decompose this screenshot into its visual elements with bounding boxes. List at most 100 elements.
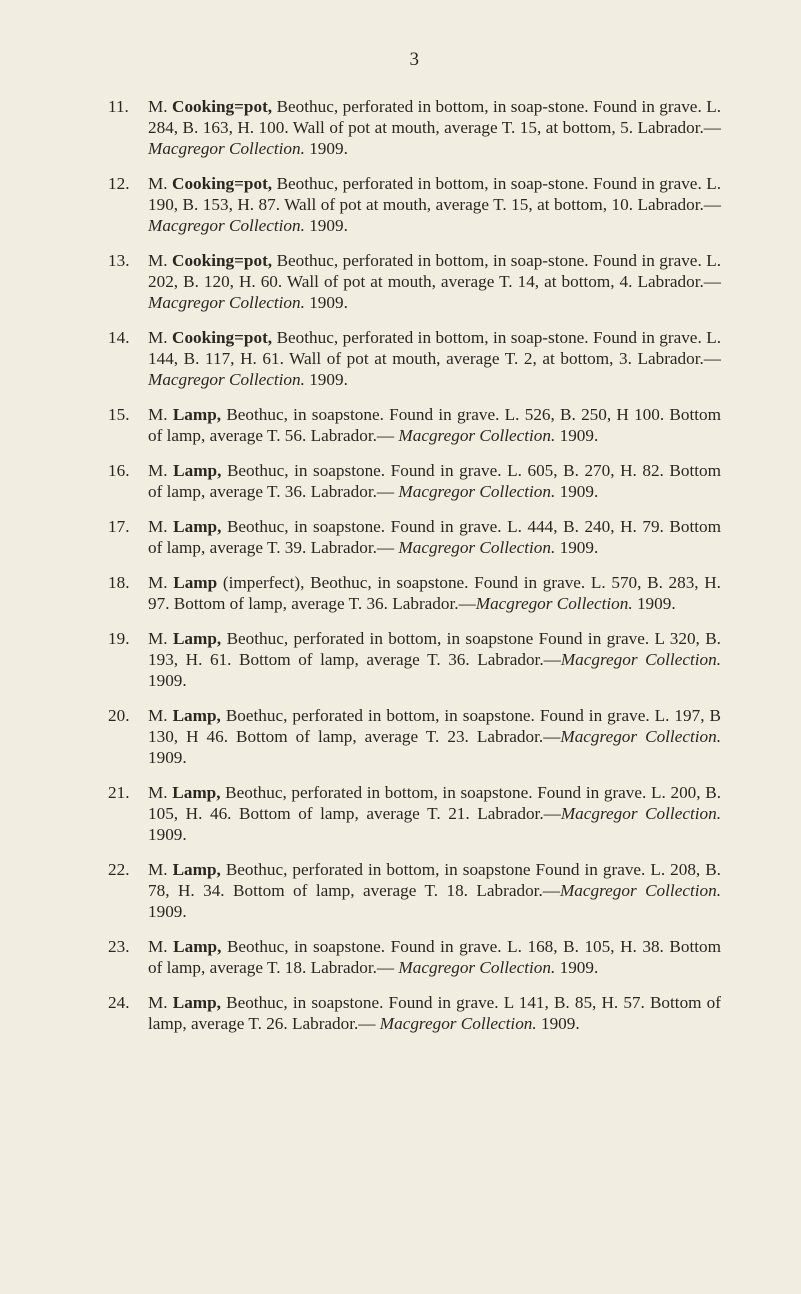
- catalog-entry: 11.M. Cooking=pot, Beothuc, perforated i…: [108, 97, 721, 160]
- entry-number: 22.: [108, 860, 148, 923]
- entry-lead: M.: [148, 461, 173, 480]
- entry-year: 1909.: [148, 825, 187, 844]
- entry-number: 24.: [108, 993, 148, 1035]
- entry-title: Lamp,: [173, 517, 221, 536]
- entry-lead: M.: [148, 328, 172, 347]
- entry-number: 14.: [108, 328, 148, 391]
- entry-collection: Macgregor Collection.: [560, 881, 721, 900]
- document-page: 3 11.M. Cooking=pot, Beothuc, perforated…: [0, 0, 801, 1294]
- entry-lead: M.: [148, 573, 173, 592]
- entry-number: 17.: [108, 517, 148, 559]
- entry-year: 1909.: [633, 594, 676, 613]
- entry-title: Cooking=pot,: [172, 251, 272, 270]
- entry-collection: Macgregor Collection.: [560, 727, 721, 746]
- entry-body: M. Cooking=pot, Beothuc, perforated in b…: [148, 328, 721, 391]
- entry-lead: M.: [148, 405, 173, 424]
- entry-year: 1909.: [555, 426, 598, 445]
- catalog-entry: 16.M. Lamp, Beothuc, in soapstone. Found…: [108, 461, 721, 503]
- entry-number: 20.: [108, 706, 148, 769]
- entry-lead: M.: [148, 937, 173, 956]
- entry-year: 1909.: [555, 538, 598, 557]
- entry-lead: M.: [148, 251, 172, 270]
- catalog-entry: 21.M. Lamp, Beothuc, perforated in botto…: [108, 783, 721, 846]
- catalog-entry: 18.M. Lamp (imperfect), Beothuc, in soap…: [108, 573, 721, 615]
- entry-number: 13.: [108, 251, 148, 314]
- entry-year: 1909.: [305, 216, 348, 235]
- entry-body: M. Lamp, Boethuc, perforated in bottom, …: [148, 706, 721, 769]
- entry-body: M. Lamp, Beothuc, in soapstone. Found in…: [148, 461, 721, 503]
- entry-title: Lamp,: [173, 860, 221, 879]
- entry-body: M. Cooking=pot, Beothuc, perforated in b…: [148, 97, 721, 160]
- entry-title: Lamp,: [173, 629, 221, 648]
- entry-collection: Macgregor Collection.: [380, 1014, 537, 1033]
- catalog-entry: 15.M. Lamp, Beothuc, in soapstone. Found…: [108, 405, 721, 447]
- entry-number: 23.: [108, 937, 148, 979]
- entry-lead: M.: [148, 174, 172, 193]
- entry-year: 1909.: [537, 1014, 580, 1033]
- entry-collection: Macgregor Collection.: [398, 538, 555, 557]
- page-number: 3: [108, 48, 721, 71]
- entry-title: Lamp: [173, 573, 217, 592]
- entry-lead: M.: [148, 629, 173, 648]
- entry-number: 12.: [108, 174, 148, 237]
- entry-title: Cooking=pot,: [172, 97, 272, 116]
- entry-lead: M.: [148, 860, 173, 879]
- entry-title: Lamp,: [173, 993, 221, 1012]
- entry-year: 1909.: [148, 671, 187, 690]
- catalog-entry: 13.M. Cooking=pot, Beothuc, perforated i…: [108, 251, 721, 314]
- entry-title: Cooking=pot,: [172, 174, 272, 193]
- entry-year: 1909.: [555, 482, 598, 501]
- entry-number: 15.: [108, 405, 148, 447]
- entry-lead: M.: [148, 783, 172, 802]
- entry-collection: Macgregor Collection.: [476, 594, 633, 613]
- entry-title: Lamp,: [173, 706, 221, 725]
- entry-lead: M.: [148, 97, 172, 116]
- entry-year: 1909.: [305, 139, 348, 158]
- entry-body: M. Lamp, Beothuc, perforated in bottom, …: [148, 783, 721, 846]
- entry-collection: Macgregor Collection.: [561, 650, 721, 669]
- entry-year: 1909.: [305, 293, 348, 312]
- entry-collection: Macgregor Collection.: [398, 482, 555, 501]
- entry-year: 1909.: [148, 902, 187, 921]
- entry-title: Lamp,: [173, 937, 221, 956]
- entry-title: Lamp,: [173, 461, 221, 480]
- entry-year: 1909.: [305, 370, 348, 389]
- entry-title: Lamp,: [173, 405, 221, 424]
- catalog-entry: 23.M. Lamp, Beothuc, in soapstone. Found…: [108, 937, 721, 979]
- catalog-entry: 12.M. Cooking=pot, Beothuc, perforated i…: [108, 174, 721, 237]
- entry-number: 21.: [108, 783, 148, 846]
- entry-lead: M.: [148, 706, 173, 725]
- entry-body: M. Lamp, Beothuc, in soapstone. Found in…: [148, 993, 721, 1035]
- entry-title: Cooking=pot,: [172, 328, 272, 347]
- entry-body: M. Lamp (imperfect), Beothuc, in soapsto…: [148, 573, 721, 615]
- catalog-entry: 17.M. Lamp, Beothuc, in soapstone. Found…: [108, 517, 721, 559]
- entry-number: 19.: [108, 629, 148, 692]
- entry-collection: Macgregor Collection.: [561, 804, 721, 823]
- catalog-entry: 14.M. Cooking=pot, Beothuc, perforated i…: [108, 328, 721, 391]
- entry-body: M. Cooking=pot, Beothuc, perforated in b…: [148, 251, 721, 314]
- entry-title: Lamp,: [172, 783, 220, 802]
- catalog-entry: 19.M. Lamp, Beothuc, perforated in botto…: [108, 629, 721, 692]
- entry-body: M. Lamp, Beothuc, perforated in bottom, …: [148, 629, 721, 692]
- entry-body: M. Cooking=pot, Beothuc, perforated in b…: [148, 174, 721, 237]
- entry-collection: Macgregor Collection.: [148, 139, 305, 158]
- entry-collection: Macgregor Collection.: [148, 293, 305, 312]
- entry-year: 1909.: [148, 748, 187, 767]
- entry-number: 18.: [108, 573, 148, 615]
- entry-collection: Macgregor Collection.: [148, 370, 305, 389]
- entry-number: 16.: [108, 461, 148, 503]
- catalog-entry: 22.M. Lamp, Beothuc, perforated in botto…: [108, 860, 721, 923]
- entry-collection: Macgregor Collection.: [148, 216, 305, 235]
- entry-body: M. Lamp, Beothuc, in soapstone. Found in…: [148, 937, 721, 979]
- entry-lead: M.: [148, 993, 173, 1012]
- entry-body: M. Lamp, Beothuc, in soapstone. Found in…: [148, 517, 721, 559]
- entry-year: 1909.: [555, 958, 598, 977]
- entry-lead: M.: [148, 517, 173, 536]
- entry-body: M. Lamp, Beothuc, perforated in bottom, …: [148, 860, 721, 923]
- catalog-entry: 20.M. Lamp, Boethuc, perforated in botto…: [108, 706, 721, 769]
- entry-collection: Macgregor Collection.: [398, 958, 555, 977]
- entry-number: 11.: [108, 97, 148, 160]
- entries-list: 11.M. Cooking=pot, Beothuc, perforated i…: [108, 97, 721, 1034]
- entry-body: M. Lamp, Beothuc, in soapstone. Found in…: [148, 405, 721, 447]
- entry-collection: Macgregor Collection.: [398, 426, 555, 445]
